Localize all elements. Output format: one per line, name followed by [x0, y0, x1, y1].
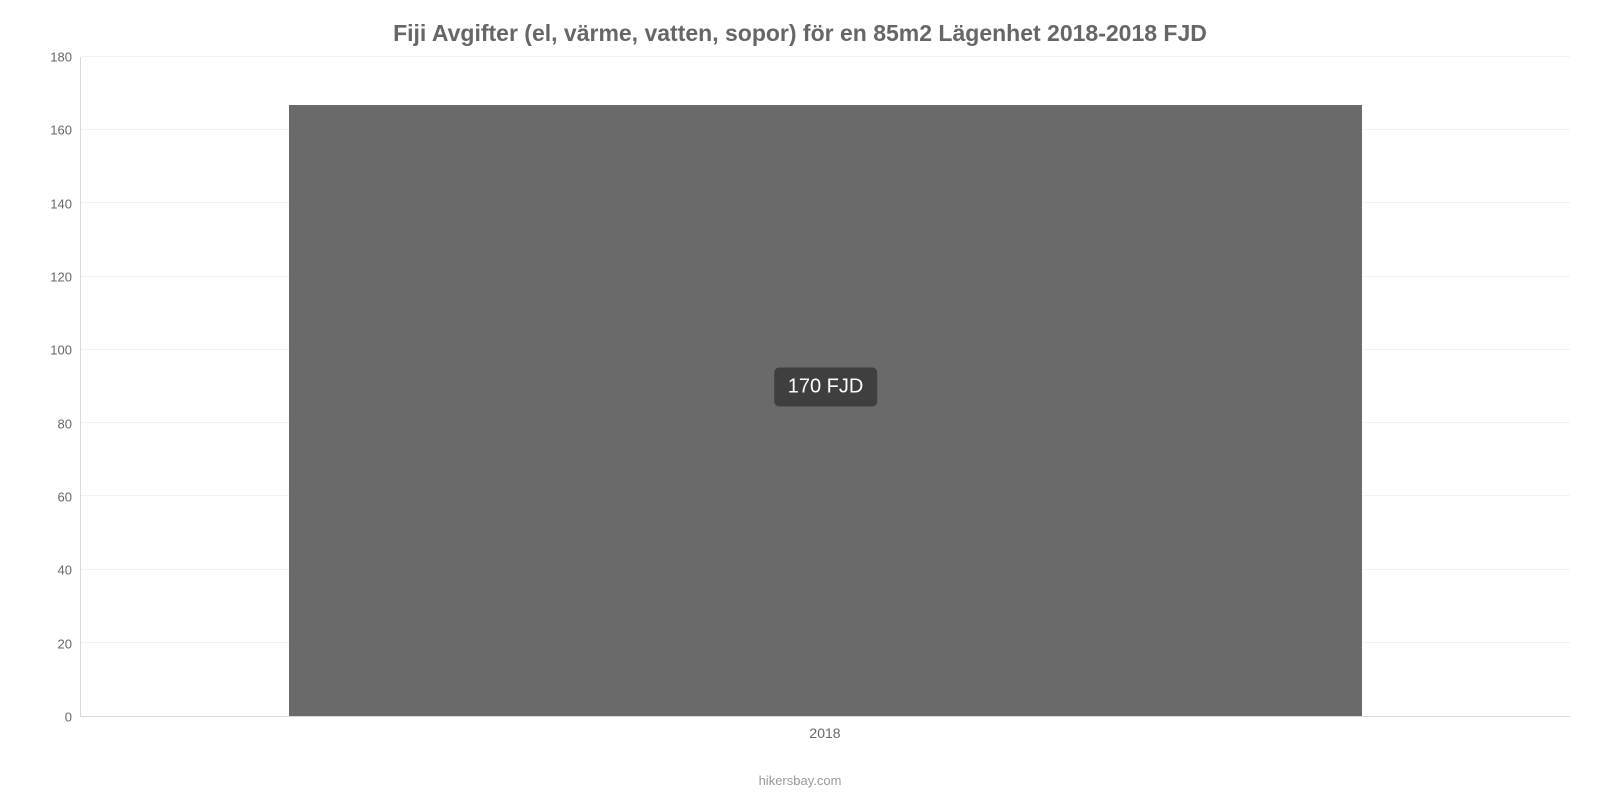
bar-2018 [289, 105, 1361, 716]
x-axis: 2018 [80, 717, 1570, 745]
y-tick-100: 100 [50, 343, 72, 358]
bar-chart: Fiji Avgifter (el, värme, vatten, sopor)… [0, 0, 1600, 800]
y-tick-20: 20 [58, 636, 72, 651]
value-tooltip: 170 FJD [774, 367, 878, 406]
plot-area: 170 FJD [80, 57, 1570, 717]
attribution: hikersbay.com [0, 773, 1600, 788]
y-tick-180: 180 [50, 50, 72, 65]
tooltip-text: 170 FJD [788, 375, 864, 397]
y-tick-80: 80 [58, 416, 72, 431]
y-tick-160: 160 [50, 123, 72, 138]
y-tick-40: 40 [58, 563, 72, 578]
y-axis: 020406080100120140160180 [30, 57, 80, 717]
plot-row: 020406080100120140160180 170 FJD [30, 57, 1570, 717]
y-tick-120: 120 [50, 270, 72, 285]
y-tick-60: 60 [58, 490, 72, 505]
y-tick-140: 140 [50, 196, 72, 211]
x-tick-2018: 2018 [809, 725, 840, 741]
gridline [81, 56, 1570, 57]
y-tick-0: 0 [65, 710, 72, 725]
chart-title: Fiji Avgifter (el, värme, vatten, sopor)… [30, 20, 1570, 47]
